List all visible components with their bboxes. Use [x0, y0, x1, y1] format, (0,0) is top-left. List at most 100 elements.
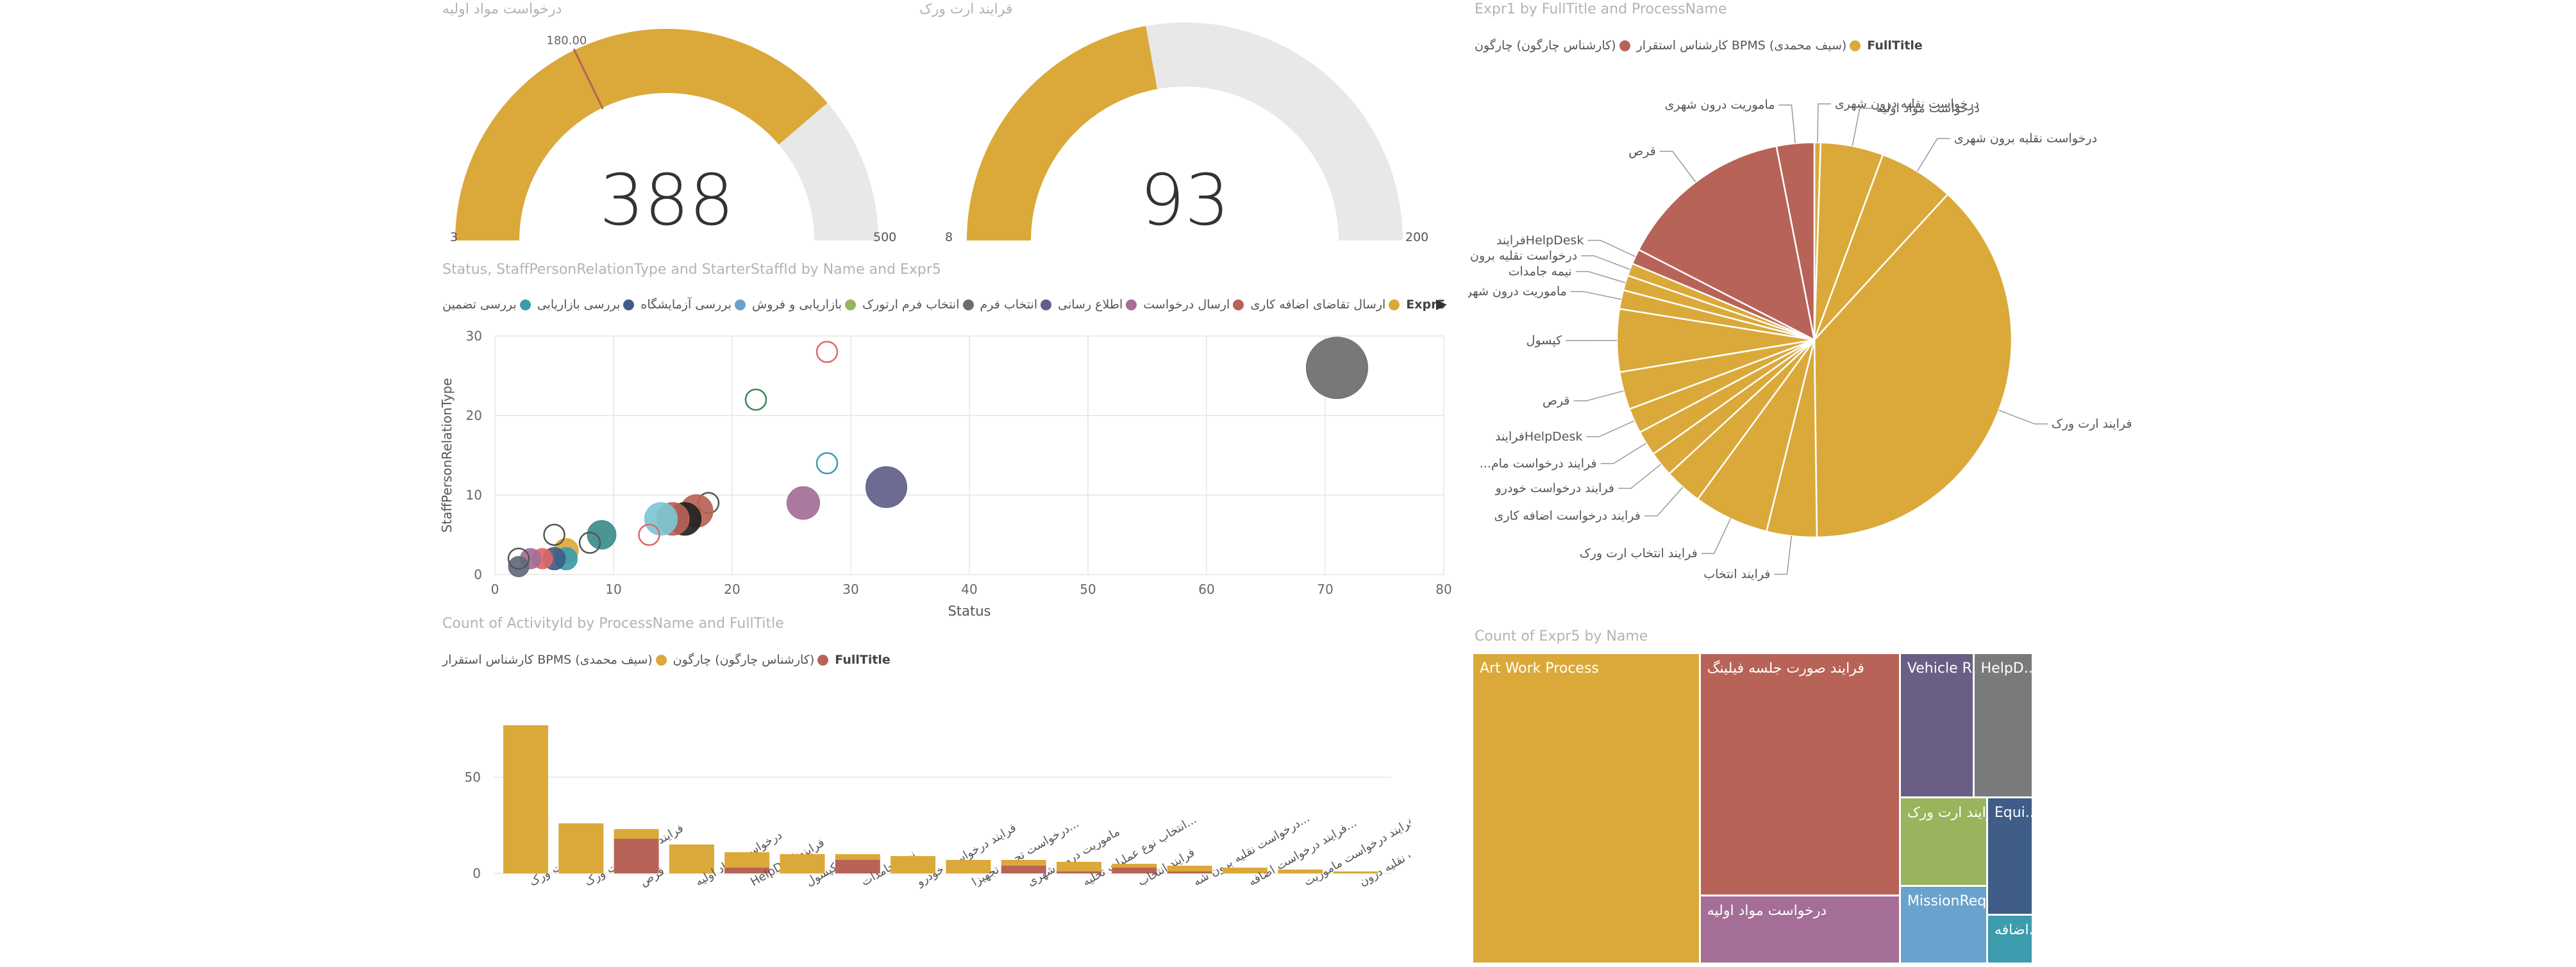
treemap-tile[interactable]: MissionReq...	[1900, 887, 1986, 963]
legend-item[interactable]: اطلاع رسانی	[1058, 298, 1137, 312]
scatter-title: Status, StaffPersonRelationType and Star…	[442, 262, 941, 278]
pie-slice-label: درخواست نقلیه برون شهری	[1954, 131, 2097, 146]
legend-item[interactable]: (سیف محمدی) BPMS کارشناس استقرار	[1637, 38, 1861, 53]
bar-segment[interactable]	[1222, 868, 1267, 873]
scatter-y-tick: 30	[466, 328, 482, 344]
pie-leader-line	[1644, 487, 1684, 517]
legend-label: بررسی آزمایشگاه	[640, 298, 732, 312]
treemap-tile-label: Vehicle R...	[1907, 660, 1973, 677]
legend-swatch	[519, 299, 531, 310]
scatter-point[interactable]	[543, 523, 565, 546]
bar-segment[interactable]	[1112, 868, 1157, 873]
legend-swatch	[1126, 299, 1137, 310]
scatter-point[interactable]	[638, 523, 660, 546]
scatter-y-axis-label: StaffPersonRelationType	[439, 378, 455, 532]
legend-item[interactable]: (کارشناس چارگون) چارگون	[673, 653, 829, 667]
treemap-tile-label: فرایند ارت ورک	[1907, 804, 1986, 821]
treemap-tile[interactable]: Art Work Process	[1473, 654, 1699, 963]
bar-segment[interactable]	[1167, 871, 1212, 873]
pie-slice-label: فرایند درخواست اضافه کاری	[1494, 509, 1641, 523]
scatter-x-tick: 30	[842, 582, 858, 597]
legend-item[interactable]: انتخاب فرم	[980, 298, 1052, 312]
scatter-point[interactable]	[866, 466, 907, 509]
gauge2-value-arc	[967, 26, 1158, 240]
pie-slice-label: قرص	[1628, 144, 1656, 158]
scatter-point[interactable]	[815, 341, 839, 364]
bar-segment[interactable]	[558, 823, 604, 873]
bar-segment[interactable]	[780, 854, 825, 873]
legend-swatch	[845, 299, 857, 310]
bar-segment[interactable]	[1001, 866, 1046, 873]
pie-leader-line	[1600, 442, 1647, 464]
treemap-tile[interactable]: Vehicle R...	[1900, 654, 1973, 796]
bar-segment[interactable]	[946, 860, 991, 873]
pie-slice-label: کپسول	[1526, 333, 1562, 348]
bar-segment[interactable]	[1112, 864, 1157, 868]
treemap-tile[interactable]: فرایند صورت جلسه فیلینگ	[1700, 654, 1899, 895]
bar-segment[interactable]	[891, 856, 936, 873]
legend-item[interactable]: (سیف محمدی) BPMS کارشناس استقرار	[442, 653, 667, 667]
pie-slice[interactable]	[1813, 153, 1949, 341]
bar-segment[interactable]	[503, 725, 548, 873]
legend-label: (سیف محمدی) BPMS کارشناس استقرار	[442, 653, 653, 667]
scatter-point[interactable]	[587, 520, 617, 550]
bar-category-label: فرایند درخواست خودرو	[914, 821, 1018, 889]
bar-segment[interactable]	[614, 829, 659, 839]
pie-slice[interactable]	[1696, 339, 1816, 533]
bar-segment[interactable]	[614, 839, 659, 873]
scatter-point[interactable]	[786, 486, 821, 520]
treemap-tile-label: Art Work Process	[1480, 660, 1599, 677]
bar-segment[interactable]	[1167, 866, 1212, 871]
scatter-point[interactable]	[508, 556, 530, 578]
legend-label: بررسی تضمین	[442, 298, 517, 312]
scatter-x-tick: 0	[491, 582, 499, 597]
legend-label: (کارشناس چارگون) چارگون	[673, 653, 815, 667]
scatter-point[interactable]	[1306, 337, 1368, 399]
bar-segment[interactable]	[1278, 870, 1323, 873]
gauge2-max-label: 200	[1405, 230, 1428, 244]
legend-item[interactable]: بررسی آزمایشگاه	[640, 298, 746, 312]
treemap-tile[interactable]: اضافه...	[1987, 915, 2032, 963]
treemap-tile[interactable]: فرایند ارت ورک	[1900, 798, 1986, 885]
treemap-tile[interactable]: درخواست مواد اولیه	[1700, 896, 1899, 963]
legend-item[interactable]: بازاریابی و فروش	[752, 298, 857, 312]
bar-segment[interactable]	[1057, 871, 1101, 873]
treemap-tile[interactable]: Equi...	[1987, 798, 2032, 914]
legend-title: FullTitle	[1867, 38, 1923, 53]
legend-swatch	[655, 654, 667, 666]
bar-segment[interactable]	[724, 852, 770, 868]
legend-item[interactable]: بررسی تضمین	[442, 298, 531, 312]
legend-item[interactable]: ارسال درخواست	[1143, 298, 1244, 312]
treemap-tile[interactable]: HelpD...	[1974, 654, 2032, 796]
pie-leader-line	[1701, 518, 1731, 554]
scatter-point[interactable]	[744, 388, 767, 411]
pie-slice[interactable]	[1813, 193, 2013, 539]
scatter-legend-next-arrow[interactable]: ▶	[1436, 296, 1447, 312]
legend-label: انتخاب فرم ارتورک	[862, 298, 960, 312]
pie-slice-label: قرص	[1543, 394, 1570, 408]
bar-segment[interactable]	[835, 854, 880, 860]
scatter-point[interactable]	[507, 547, 530, 570]
pie-leader-line	[1581, 255, 1630, 270]
scatter-y-tick: 0	[474, 567, 482, 582]
pie-slice[interactable]	[1637, 145, 1816, 342]
pie-leader-line	[1774, 535, 1793, 575]
legend-swatch	[1619, 40, 1630, 51]
bar-segment[interactable]	[1057, 862, 1101, 871]
legend-item[interactable]: (کارشناس چارگون) چارگون	[1475, 38, 1630, 53]
bar-segment[interactable]	[669, 845, 714, 873]
scatter-point[interactable]	[815, 452, 839, 475]
bar-segment[interactable]	[835, 860, 880, 873]
legend-item[interactable]: انتخاب فرم ارتورک	[862, 298, 974, 312]
bar-segment[interactable]	[1333, 871, 1378, 873]
scatter-point[interactable]	[644, 502, 678, 536]
legend-item[interactable]: ارسال تقاضای اضافه کاری	[1250, 298, 1400, 312]
legend-item[interactable]: بررسی بازاریابی	[537, 298, 635, 312]
bar-segment[interactable]	[1001, 860, 1046, 866]
legend-swatch	[735, 299, 746, 310]
scatter-point[interactable]	[578, 532, 601, 554]
pie-slice[interactable]	[1775, 141, 1816, 341]
bar-segment[interactable]	[724, 868, 770, 873]
legend-title: FullTitle	[835, 653, 891, 667]
